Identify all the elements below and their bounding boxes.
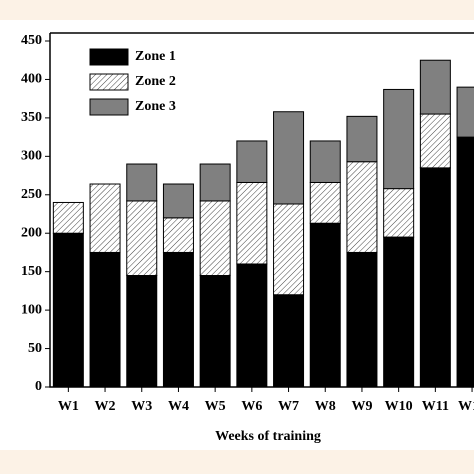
bar-segment <box>273 203 305 296</box>
x-tick-label: W9 <box>351 399 372 414</box>
x-tick-label: W10 <box>385 399 413 414</box>
bar-segment <box>89 183 121 253</box>
x-tick-label: W3 <box>131 399 152 414</box>
bar-segment <box>52 232 84 388</box>
bar-segment <box>419 167 451 388</box>
bar-segment <box>236 140 268 183</box>
bar-segment <box>419 113 451 169</box>
bar-segment <box>162 251 194 388</box>
x-tick-label: W7 <box>278 399 299 414</box>
y-tick-label: 150 <box>21 264 42 279</box>
y-tick-label: 400 <box>21 72 42 87</box>
x-tick-label: W2 <box>95 399 116 414</box>
legend-swatch <box>89 48 129 66</box>
bar-segment <box>456 136 474 388</box>
y-tick-label: 350 <box>21 110 42 125</box>
bar-segment <box>309 140 341 183</box>
bar-segment <box>383 236 415 388</box>
legend-swatch <box>89 98 129 116</box>
bar-segment <box>89 251 121 388</box>
bar-segment <box>199 200 231 277</box>
legend-label: Zone 2 <box>135 74 176 89</box>
bar-segment <box>236 181 268 265</box>
bar-segment <box>419 59 451 115</box>
x-tick-label: W1 <box>58 399 79 414</box>
y-tick-label: 450 <box>21 33 42 48</box>
bar-segment <box>383 188 415 238</box>
bar-segment <box>236 263 268 388</box>
bar-segment <box>52 201 84 234</box>
x-tick-label: W4 <box>168 399 189 414</box>
y-tick-label: 300 <box>21 149 42 164</box>
bar-segment <box>273 294 305 388</box>
legend-label: Zone 3 <box>135 99 176 114</box>
bar-segment <box>309 222 341 388</box>
x-tick-label: W11 <box>422 399 449 414</box>
y-tick-label: 200 <box>21 225 42 240</box>
y-tick-label: 50 <box>28 341 42 356</box>
bar-segment <box>309 181 341 224</box>
legend-label: Zone 1 <box>135 49 176 64</box>
x-tick-label: W5 <box>205 399 226 414</box>
bar-segment <box>346 115 378 163</box>
x-tick-label: W12 <box>458 399 474 414</box>
y-tick-label: 100 <box>21 302 42 317</box>
bar-segment <box>199 275 231 388</box>
bar-segment <box>199 163 231 202</box>
x-tick-label: W8 <box>315 399 336 414</box>
y-tick-label: 0 <box>35 379 42 394</box>
x-tick-label: W6 <box>241 399 262 414</box>
bar-segment <box>456 86 474 138</box>
bar-segment <box>126 200 158 277</box>
y-tick-label: 250 <box>21 187 42 202</box>
x-axis-label: Weeks of training <box>215 429 321 444</box>
bar-segment <box>126 275 158 388</box>
bar-segment <box>383 88 415 190</box>
bar-segment <box>273 111 305 205</box>
bar-segment <box>162 217 194 253</box>
bar-segment <box>346 161 378 253</box>
bar-segment <box>126 163 158 202</box>
bar-segment <box>346 251 378 388</box>
bar-segment <box>162 183 194 219</box>
legend-swatch <box>89 73 129 91</box>
